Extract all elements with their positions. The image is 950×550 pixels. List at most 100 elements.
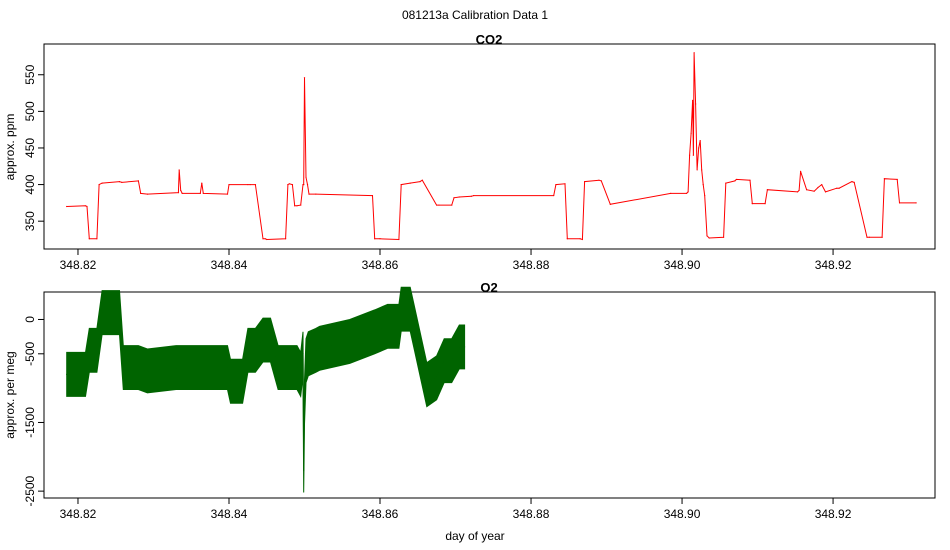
co2-y-tick-label: 350 — [23, 211, 37, 231]
o2-data-point — [88, 349, 90, 351]
o2-y-tick-label: -1500 — [23, 407, 37, 438]
o2-data-point — [307, 353, 309, 355]
co2-series — [66, 52, 917, 241]
o2-data-point — [451, 360, 453, 362]
o2-data-point — [101, 312, 103, 314]
o2-data-point — [400, 308, 402, 310]
o2-data-point — [349, 340, 351, 343]
co2-data-point — [564, 183, 566, 185]
co2-data-point — [226, 193, 229, 195]
co2-data-point — [86, 205, 88, 208]
co2-data-point — [824, 191, 827, 193]
co2-data-point — [851, 181, 853, 183]
co2-data-point — [247, 183, 249, 186]
o2-axis-ticks: 348.82 348.84 348.86 348.88 348.90 348.92 -250… — [23, 316, 852, 521]
o2-data-point — [262, 339, 264, 341]
o2-data-point — [315, 349, 317, 351]
co2-x-tick-label: 348.86 — [362, 258, 399, 272]
co2-data-point — [813, 190, 815, 192]
o2-data-point — [247, 349, 249, 351]
co2-data-point — [704, 194, 706, 197]
co2-data-point — [285, 238, 287, 240]
co2-data-point — [262, 238, 264, 240]
co2-data-point — [177, 192, 180, 194]
co2-data-point — [118, 181, 121, 183]
co2-data-point — [670, 192, 672, 194]
o2-panel: O2 348.82 348.84 348.86 348.88 348.90 348.92 -… — [3, 280, 936, 543]
co2-data-point — [287, 183, 289, 186]
co2-data-point — [566, 238, 568, 240]
co2-data-point — [701, 169, 703, 171]
co2-data-point — [296, 205, 298, 207]
o2-data-point — [303, 401, 306, 403]
o2-data-point — [66, 373, 68, 375]
co2-data-point — [140, 192, 142, 194]
o2-data-point — [137, 366, 139, 369]
co2-data-point — [315, 193, 317, 195]
o2-data-point — [277, 366, 279, 369]
co2-data-point — [609, 203, 611, 205]
co2-data-point — [303, 77, 306, 79]
co2-data-point — [398, 238, 400, 241]
co2-data-point — [66, 205, 68, 208]
co2-data-point — [264, 238, 266, 240]
o2-data-point — [285, 366, 287, 369]
co2-data-point — [685, 192, 688, 194]
co2-x-tick-label: 348.82 — [60, 258, 97, 272]
o2-y-axis-label: approx. per meg — [3, 351, 17, 438]
o2-data-point — [426, 384, 428, 386]
co2-data-point — [798, 189, 800, 192]
o2-data-point — [374, 331, 376, 333]
co2-data-point — [266, 238, 268, 241]
o2-data-point — [413, 325, 415, 327]
co2-data-point — [146, 193, 149, 195]
o2-data-point — [386, 325, 389, 327]
co2-x-tick-label: 348.92 — [815, 258, 852, 272]
co2-axis-ticks: 348.82 348.84 348.86 348.88 348.90 348.92 350 4… — [23, 64, 852, 272]
co2-data-point — [706, 235, 708, 237]
co2-data-point — [374, 238, 376, 240]
co2-data-point — [799, 170, 802, 172]
o2-data-point — [458, 346, 460, 348]
o2-data-point — [122, 366, 124, 369]
co2-data-point — [708, 237, 710, 239]
co2-data-point — [696, 169, 698, 171]
co2-data-point — [581, 238, 583, 241]
co2-data-point — [421, 179, 423, 181]
co2-data-point — [868, 236, 870, 238]
o2-x-tick-label: 348.82 — [60, 507, 97, 521]
co2-data-point — [883, 178, 886, 180]
co2-data-point — [702, 183, 704, 186]
co2-panel: CO2 348.82 348.84 348.86 348.88 348.90 348.92… — [3, 32, 936, 272]
co2-data-point — [228, 183, 230, 186]
co2-data-point — [303, 183, 305, 186]
co2-data-point — [438, 204, 440, 206]
co2-data-point — [470, 195, 472, 197]
o2-y-tick-label: 0 — [23, 316, 37, 323]
co2-data-point — [199, 192, 201, 194]
co2-data-point — [751, 203, 753, 205]
co2-data-point — [866, 236, 868, 238]
co2-data-point — [836, 187, 838, 189]
co2-data-point — [555, 183, 557, 186]
o2-data-point — [463, 346, 466, 348]
co2-data-point — [84, 205, 87, 207]
o2-y-tick-label: -2500 — [23, 475, 37, 506]
co2-data-point — [796, 191, 799, 193]
co2-y-tick-label: 400 — [23, 174, 37, 194]
co2-data-point — [695, 103, 697, 105]
co2-data-point — [600, 180, 602, 182]
co2-data-point — [693, 52, 695, 54]
co2-data-point — [688, 154, 691, 156]
co2-data-point — [137, 180, 139, 182]
co2-data-point — [371, 194, 374, 197]
co2-data-point — [722, 236, 725, 238]
co2-data-point — [687, 191, 689, 193]
co2-data-point — [699, 140, 701, 142]
o2-x-tick-label: 348.86 — [362, 507, 399, 521]
co2-data-point — [305, 176, 307, 178]
co2-data-point — [598, 179, 600, 181]
o2-data-point — [146, 370, 149, 372]
co2-data-point — [379, 238, 381, 240]
